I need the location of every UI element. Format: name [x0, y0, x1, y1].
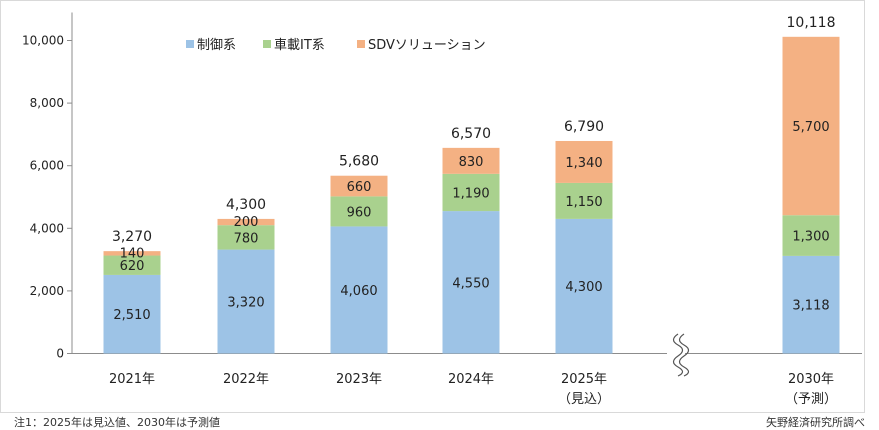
bar-segment	[782, 215, 840, 256]
segment-value-label: 3,118	[792, 299, 829, 314]
bar-segment	[555, 140, 613, 183]
segment-value-label: 4,300	[565, 280, 602, 295]
bar-segment	[330, 196, 388, 227]
total-value-label: 5,680	[339, 154, 379, 170]
legend-label: SDVソリューション	[368, 38, 486, 53]
segment-value-label: 1,150	[565, 195, 602, 210]
segment-value-label: 780	[234, 231, 259, 246]
y-tick-label: 0	[56, 347, 64, 361]
segment-value-label: 5,700	[792, 120, 829, 135]
segment-value-label: 1,300	[792, 230, 829, 245]
bar-segment	[103, 255, 161, 275]
legend-label: 車載IT系	[274, 38, 325, 53]
x-category-label: 2021年	[109, 372, 155, 387]
bar-segment	[217, 249, 275, 354]
segment-value-label: 2,510	[113, 308, 150, 323]
segment-value-label: 3,320	[227, 296, 264, 311]
segment-value-label: 200	[234, 215, 259, 230]
segment-value-label: 4,550	[452, 276, 489, 291]
legend-swatch	[357, 40, 365, 48]
bar-segment	[217, 225, 275, 250]
bar-segment	[103, 274, 161, 354]
x-category-sublabel: （予測）	[785, 392, 837, 407]
y-tick-label: 4,000	[30, 221, 64, 235]
y-tick-label: 8,000	[30, 96, 64, 110]
legend-label: 制御系	[197, 38, 236, 53]
axes: 0 2,000 4,000 6,000 8,000 10,000	[22, 12, 862, 377]
segment-value-label: 660	[347, 180, 372, 195]
segment-value-label: 830	[459, 155, 484, 170]
total-value-label: 3,270	[112, 229, 152, 245]
legend-swatch	[263, 40, 271, 48]
bar-segment	[442, 147, 500, 174]
bars	[103, 36, 840, 354]
segment-value-label: 4,060	[340, 284, 377, 299]
footer-note: 注1：2025年は見込値、2030年は予測値	[14, 416, 220, 429]
segment-value-label: 620	[120, 259, 145, 274]
legend-swatch	[186, 40, 194, 48]
total-value-label: 6,790	[564, 119, 604, 135]
footer-source: 矢野経済研究所調べ	[766, 416, 865, 429]
bar-segment	[103, 251, 161, 256]
segment-value-label: 140	[120, 246, 145, 261]
bar-segment	[555, 218, 613, 354]
x-category-label: 2030年	[788, 372, 834, 387]
bar-segment	[330, 226, 388, 354]
x-category-sublabel: （見込）	[558, 392, 610, 407]
bar-segment	[217, 218, 275, 226]
bar-segment	[330, 175, 388, 197]
bar-segment	[782, 255, 840, 354]
total-value-label: 10,118	[787, 15, 836, 31]
bar-segment	[555, 182, 613, 219]
total-value-label: 6,570	[451, 126, 491, 142]
x-category-label: 2023年	[336, 372, 382, 387]
segment-value-label: 1,340	[565, 156, 602, 171]
total-value-label: 4,300	[226, 197, 266, 213]
bar-segment	[442, 173, 500, 212]
x-category-label: 2022年	[223, 372, 269, 387]
axis-break-icon	[667, 333, 690, 377]
segment-value-label: 960	[347, 205, 372, 220]
x-category-label: 2025年	[561, 372, 607, 387]
y-tick-label: 10,000	[22, 34, 64, 48]
y-tick-label: 6,000	[30, 159, 64, 173]
bar-segment	[782, 36, 840, 216]
bar-segment	[442, 211, 500, 354]
legend: 制御系 車載IT系 SDVソリューション	[186, 38, 486, 53]
x-category-label: 2024年	[448, 372, 494, 387]
plot-frame	[0, 0, 865, 413]
y-tick-label: 2,000	[30, 284, 64, 298]
segment-value-label: 1,190	[452, 186, 489, 201]
